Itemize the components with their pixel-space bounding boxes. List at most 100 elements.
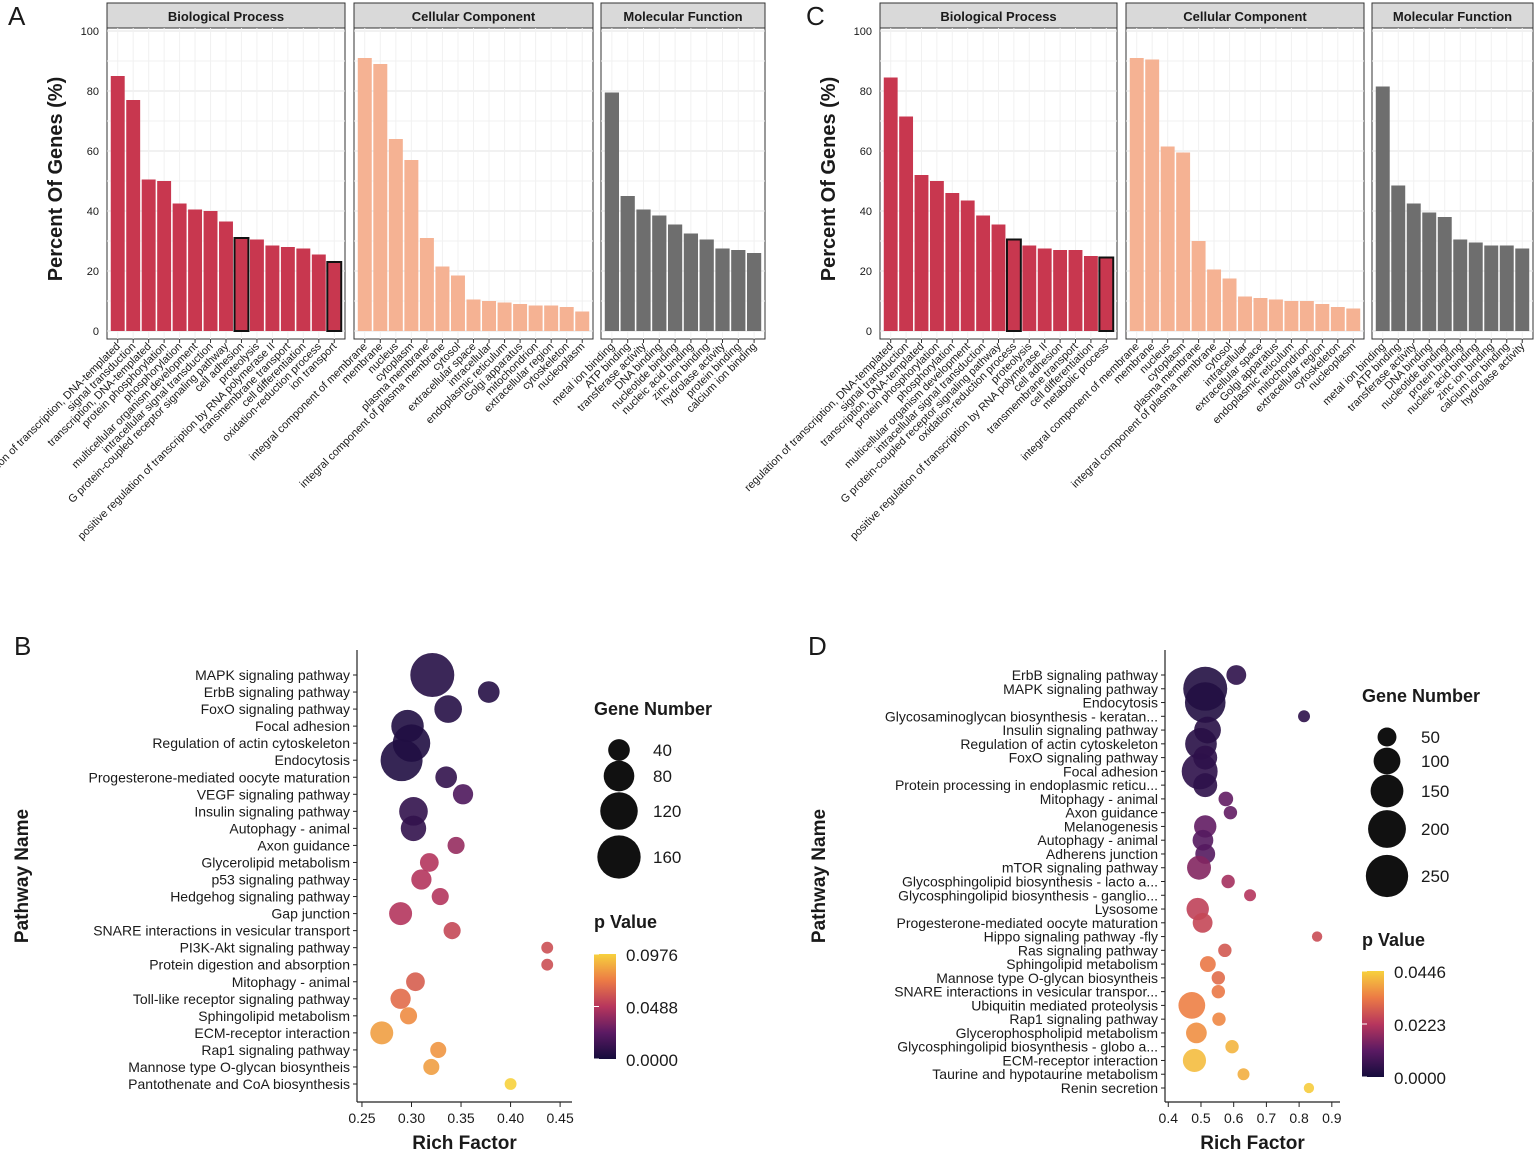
bar: [1468, 242, 1483, 331]
x-tick-label: 0.35: [447, 1110, 474, 1126]
bar: [1422, 212, 1437, 331]
pathway-label: ECM-receptor interaction: [194, 1025, 350, 1041]
pathway-label: Ubiquitin mediated proteolysis: [971, 997, 1158, 1013]
pathway-label: Autophagy - animal: [229, 820, 350, 836]
size-legend-symbol: [1377, 727, 1397, 747]
pathway-label: Taurine and hypotaurine metabolism: [932, 1066, 1158, 1082]
facet-title: Biological Process: [940, 9, 1056, 24]
bar: [883, 77, 898, 331]
bubble: [1218, 791, 1234, 807]
bar: [1437, 217, 1452, 331]
bubble: [399, 1007, 418, 1025]
bar: [620, 196, 635, 331]
pathway-label: Autophagy - animal: [1037, 832, 1158, 848]
bar: [1499, 245, 1514, 331]
bar: [466, 299, 481, 331]
facet-strip: [1125, 2, 1365, 29]
facet-title: Cellular Component: [412, 9, 536, 24]
pathway-label: Adherens junction: [1046, 846, 1158, 862]
bar: [296, 248, 311, 331]
y-tick-label: 40: [87, 206, 99, 218]
bar: [1330, 307, 1345, 331]
size-legend-symbol: [1365, 854, 1409, 898]
bar: [373, 64, 388, 331]
size-legend-label: 200: [1421, 820, 1449, 839]
color-legend-label: 0.0446: [1394, 963, 1446, 982]
pathway-label: Gap junction: [271, 906, 350, 922]
y-tick-label: 80: [87, 86, 99, 98]
pathway-label: Regulation of actin cytoskeleton: [152, 735, 350, 751]
color-legend-label: 0.0976: [626, 946, 678, 965]
pathway-label: Sphingolipid metabolism: [198, 1008, 350, 1024]
y-tick-label: 100: [81, 26, 99, 38]
size-legend-symbol: [1373, 747, 1401, 775]
bubble: [1211, 971, 1226, 985]
facet-title: Molecular Function: [623, 9, 742, 24]
size-legend-symbol: [603, 760, 635, 792]
bubble: [434, 695, 462, 723]
y-axis-title: Pathway Name: [809, 809, 830, 943]
bar: [513, 304, 528, 331]
pathway-label: Mitophagy - animal: [1040, 791, 1158, 807]
x-axis-title: Rich Factor: [412, 1133, 517, 1154]
size-legend-label: 100: [1421, 752, 1449, 771]
bar: [172, 203, 187, 331]
pathway-label: ErbB signaling pathway: [204, 684, 350, 700]
bubble: [504, 1078, 517, 1090]
y-tick-label: 0: [93, 326, 99, 338]
x-tick-label: 0.30: [398, 1110, 425, 1126]
facet-title: Molecular Function: [1393, 9, 1512, 24]
bar: [652, 215, 667, 331]
pathway-label: FoxO signaling pathway: [1009, 750, 1158, 766]
bubble: [435, 766, 458, 789]
pathway-label: Lysosome: [1095, 901, 1159, 917]
color-legend-bar: [594, 954, 616, 1059]
bar: [311, 254, 326, 331]
x-tick-label: 0.7: [1257, 1110, 1277, 1126]
bubble: [1311, 931, 1323, 942]
size-legend-label: 150: [1421, 782, 1449, 801]
x-axis-title: Rich Factor: [1200, 1133, 1305, 1154]
pathway-label: FoxO signaling pathway: [201, 701, 350, 717]
bar: [157, 181, 172, 331]
bar: [731, 250, 746, 331]
size-legend-symbol: [600, 792, 638, 830]
bubble: [1193, 773, 1218, 798]
pathway-label: ECM-receptor interaction: [1002, 1052, 1158, 1068]
bar: [914, 175, 929, 331]
pathway-label: MAPK signaling pathway: [1003, 681, 1158, 697]
color-legend-label: 0.0000: [626, 1051, 678, 1070]
y-tick-label: 100: [854, 26, 872, 38]
bar: [1068, 250, 1083, 331]
bubble: [1187, 855, 1211, 880]
bar: [1005, 238, 1022, 332]
bar: [1315, 304, 1330, 331]
pathway-label: Regulation of actin cytoskeleton: [960, 736, 1158, 752]
bar: [1375, 86, 1390, 331]
pathway-label: Glycerolipid metabolism: [201, 854, 350, 870]
bar: [357, 58, 372, 331]
bubble: [541, 941, 554, 954]
bar: [1391, 185, 1406, 331]
bar: [482, 301, 497, 331]
pathway-label: Mitophagy - animal: [232, 974, 350, 990]
bubble: [1186, 1022, 1207, 1044]
bar: [1145, 59, 1160, 331]
size-legend-label: 80: [653, 767, 672, 786]
color-legend-bar: [1362, 971, 1384, 1077]
size-legend-title: Gene Number: [1362, 686, 1480, 706]
bubble: [1192, 912, 1213, 933]
pathway-label: Renin secretion: [1061, 1080, 1158, 1096]
facet-strip: [1371, 2, 1534, 29]
bubble: [1225, 1040, 1239, 1054]
pathway-label: PI3K-Akt signaling pathway: [180, 940, 350, 956]
facet-strip: [600, 2, 766, 29]
bubble: [1244, 889, 1257, 902]
bar: [636, 209, 651, 331]
pathway-label: Hedgehog signaling pathway: [170, 889, 350, 905]
pathway-label: Glycosphingolipid biosynthesis - globo a…: [897, 1039, 1158, 1055]
facet-strip: [353, 2, 594, 29]
y-axis-title: Percent Of Genes (%): [818, 77, 840, 282]
